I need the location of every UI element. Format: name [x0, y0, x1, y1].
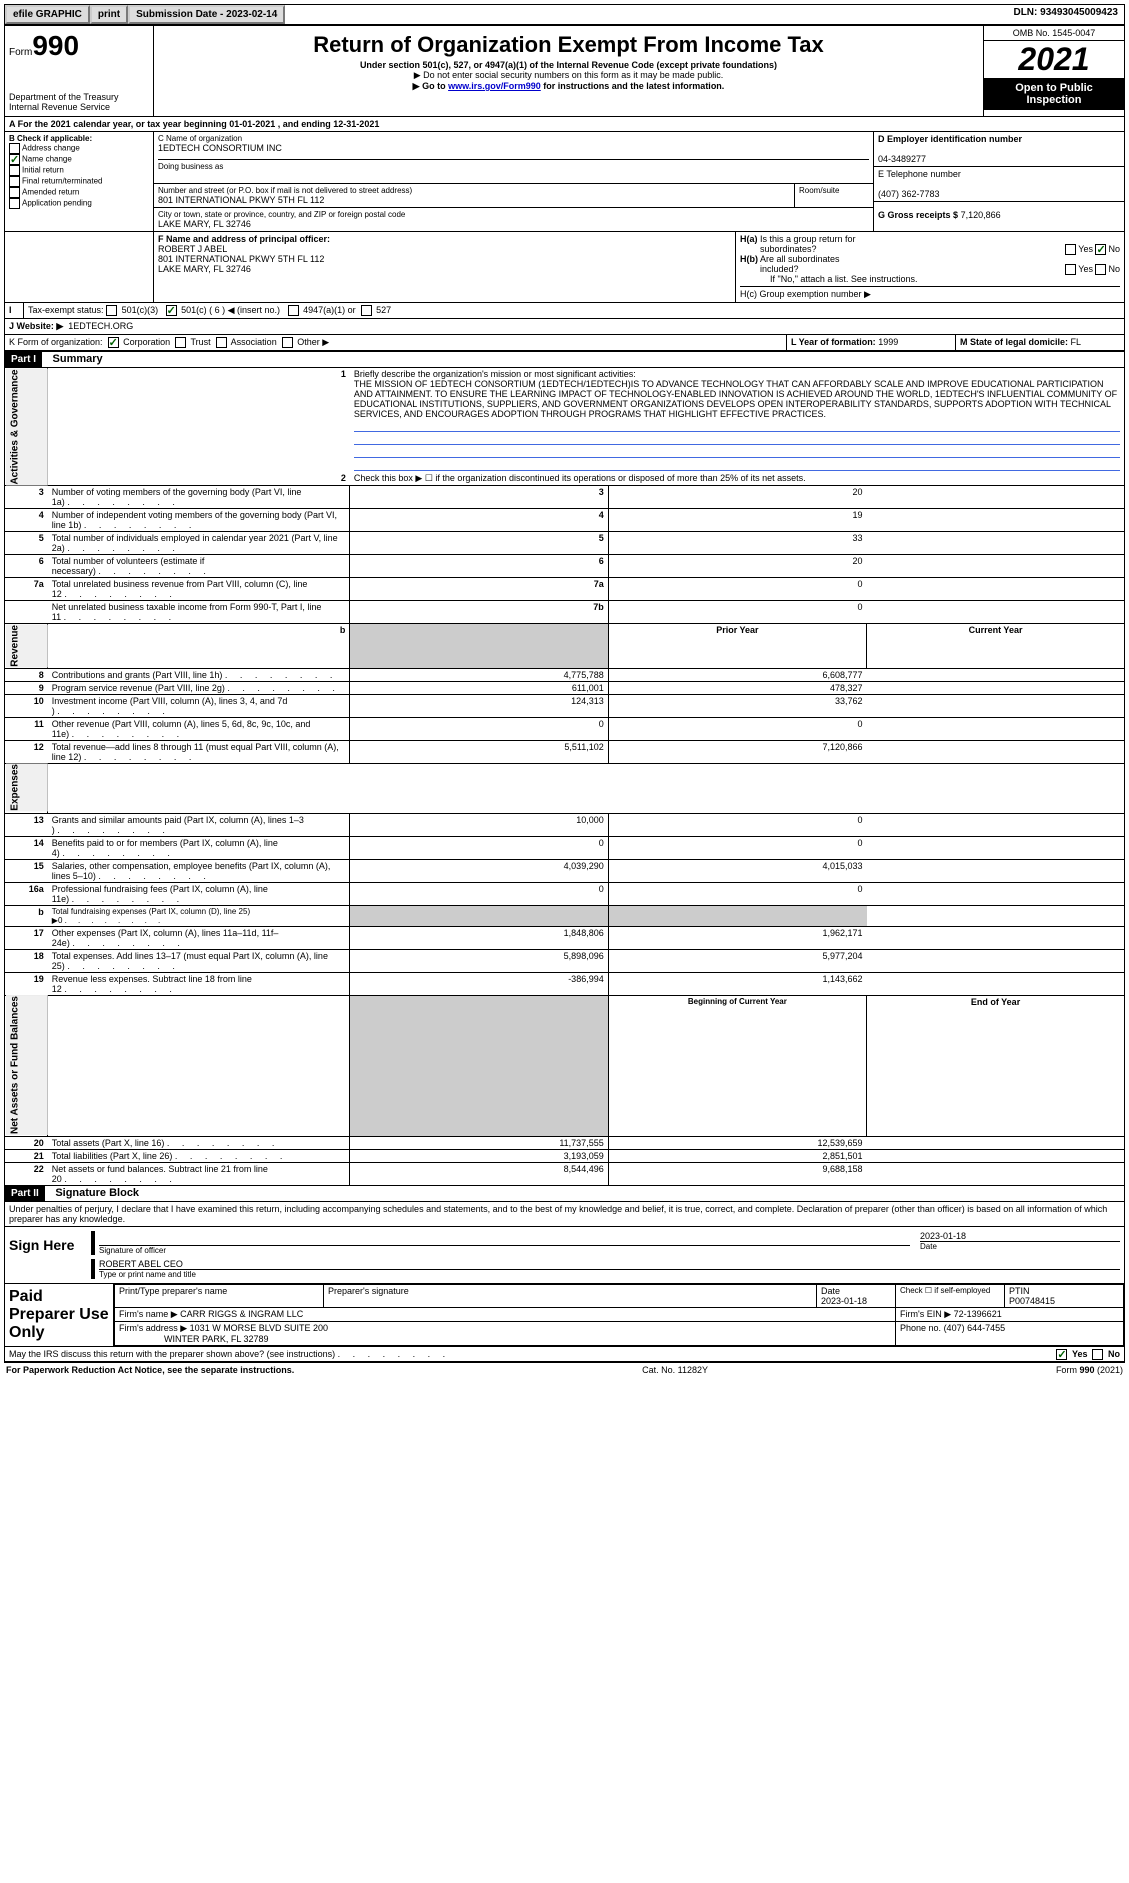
submission-date: Submission Date - 2023-02-14 [128, 5, 285, 24]
form-prefix: Form [9, 47, 32, 58]
part2-title: Signature Block [47, 1187, 139, 1199]
org-name: 1EDTECH CONSORTIUM INC [158, 143, 869, 153]
tax-year: 2021 [984, 41, 1124, 78]
corporation-checkbox[interactable] [108, 337, 119, 348]
org-address: 801 INTERNATIONAL PKWY 5TH FL 112 [158, 195, 790, 205]
mission-text: THE MISSION OF 1EDTECH CONSORTIUM (1EDTE… [354, 379, 1117, 419]
website-value: 1EDTECH.ORG [68, 321, 133, 331]
gross-receipts: 7,120,866 [961, 210, 1001, 220]
phone-value: (407) 362-7783 [878, 189, 940, 199]
name-change-checkbox[interactable] [9, 154, 20, 165]
firm-phone: (407) 644-7455 [944, 1323, 1006, 1333]
note-goto-prefix: ▶ Go to [413, 81, 448, 91]
omb-number: OMB No. 1545-0047 [984, 26, 1124, 41]
irs-link[interactable]: www.irs.gov/Form990 [448, 81, 541, 91]
summary-table: Activities & Governance 1 Briefly descri… [5, 368, 1124, 1184]
form-title: Return of Organization Exempt From Incom… [158, 32, 979, 58]
box-g-label: G Gross receipts $ [878, 210, 958, 220]
box-c-name-label: C Name of organization [158, 134, 869, 143]
cat-number: Cat. No. 11282Y [642, 1365, 708, 1375]
form-number: 990 [32, 30, 79, 61]
officer-name: ROBERT J ABEL [158, 244, 227, 254]
vlabel-netassets: Net Assets or Fund Balances [5, 995, 48, 1136]
part1-header: Part I [5, 352, 42, 367]
box-e-label: E Telephone number [878, 169, 961, 179]
box-d-label: D Employer identification number [878, 134, 1022, 144]
print-button[interactable]: print [90, 5, 128, 24]
line-a: A For the 2021 calendar year, or tax yea… [5, 117, 1124, 132]
firm-name: CARR RIGGS & INGRAM LLC [180, 1309, 303, 1319]
vlabel-revenue: Revenue [5, 624, 48, 669]
form-header: Form990 Department of the Treasury Inter… [5, 26, 1124, 117]
dln-label: DLN: 93493045009423 [1007, 5, 1124, 24]
officer-print-name: ROBERT ABEL CEO [99, 1259, 1120, 1270]
paperwork-notice: For Paperwork Reduction Act Notice, see … [6, 1365, 294, 1375]
org-city: LAKE MARY, FL 32746 [158, 219, 869, 229]
box-f-label: F Name and address of principal officer: [158, 234, 330, 244]
open-public-label: Open to Public Inspection [984, 78, 1124, 110]
form-subtitle: Under section 501(c), 527, or 4947(a)(1)… [158, 60, 979, 70]
ein-value: 04-3489277 [878, 154, 926, 164]
vlabel-governance: Activities & Governance [5, 368, 48, 486]
box-b: B Check if applicable: Address change Na… [5, 132, 154, 231]
firm-ein: 72-1396621 [954, 1309, 1002, 1319]
efile-label: efile GRAPHIC [5, 5, 90, 24]
ptin-value: P00748415 [1009, 1296, 1055, 1306]
year-formation: 1999 [878, 337, 898, 347]
sign-here-label: Sign Here [5, 1227, 83, 1283]
ha-no-checkbox[interactable] [1095, 244, 1106, 255]
state-domicile: FL [1071, 337, 1082, 347]
paid-preparer-label: Paid Preparer Use Only [5, 1284, 113, 1346]
note-goto-suffix: for instructions and the latest informat… [541, 81, 725, 91]
top-bar: efile GRAPHIC print Submission Date - 20… [4, 4, 1125, 25]
box-hc: H(c) Group exemption number ▶ [740, 286, 1120, 300]
note-ssn: ▶ Do not enter social security numbers o… [158, 70, 979, 81]
sign-date: 2023-01-18 [920, 1231, 1120, 1242]
part2-header: Part II [5, 1186, 45, 1201]
vlabel-expenses: Expenses [5, 763, 48, 813]
501c-checkbox[interactable] [166, 305, 177, 316]
part1-title: Summary [45, 353, 103, 365]
declaration-text: Under penalties of perjury, I declare th… [5, 1202, 1124, 1227]
irs-label: Internal Revenue Service [9, 102, 149, 112]
dept-label: Department of the Treasury [9, 92, 149, 102]
discuss-yes-checkbox[interactable] [1056, 1349, 1067, 1360]
